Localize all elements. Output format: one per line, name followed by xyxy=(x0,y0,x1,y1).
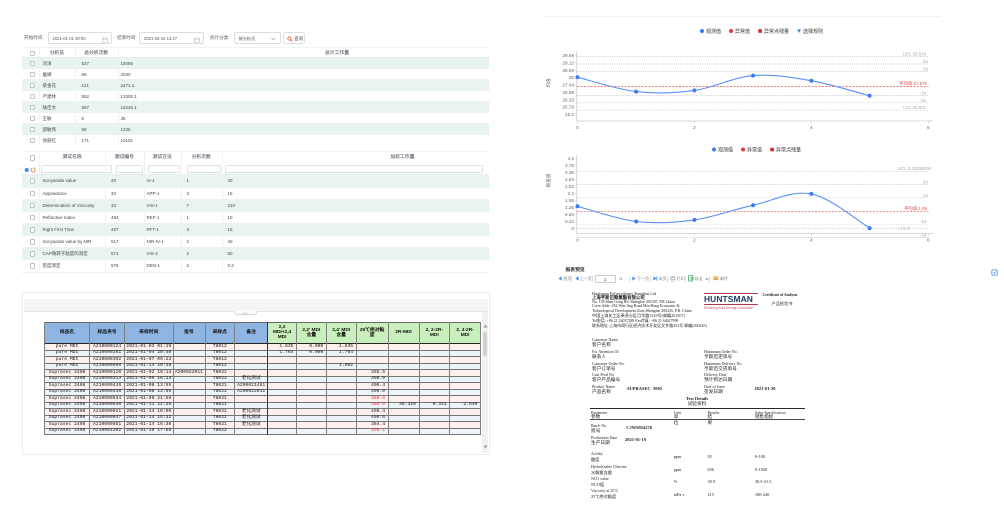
svg-text:异常点残量: 异常点残量 xyxy=(776,146,801,153)
svg-text:UCL:29.549: UCL:29.549 xyxy=(903,52,927,57)
svg-text:28.56: 28.56 xyxy=(563,68,575,73)
svg-text:-2σ: -2σ xyxy=(920,233,927,238)
svg-text:29.12: 29.12 xyxy=(563,60,575,65)
svg-text:26.32: 26.32 xyxy=(563,97,575,102)
svg-text:LCL:25.601: LCL:25.601 xyxy=(903,105,926,110)
svg-text:2.1: 2.1 xyxy=(568,191,575,196)
svg-text:3.36: 3.36 xyxy=(565,170,574,175)
svg-text:平均值:1.05: 平均值:1.05 xyxy=(904,205,927,212)
svg-text:-1σ: -1σ xyxy=(920,90,927,95)
svg-text:0.42: 0.42 xyxy=(565,219,574,224)
svg-text:2.52: 2.52 xyxy=(565,184,574,189)
svg-text:6: 6 xyxy=(927,238,930,243)
svg-text:0: 0 xyxy=(571,226,574,231)
svg-text:LCL:0: LCL:0 xyxy=(898,226,910,231)
svg-text:4: 4 xyxy=(810,125,813,130)
svg-text:观测值: 观测值 xyxy=(718,146,733,153)
svg-text:1.26: 1.26 xyxy=(565,205,574,210)
svg-text:4: 4 xyxy=(810,238,813,243)
svg-text:0: 0 xyxy=(576,238,579,243)
svg-text:观测值: 观测值 xyxy=(706,28,721,35)
svg-text:1σ: 1σ xyxy=(923,193,928,198)
svg-text:平均值:27.575: 平均值:27.575 xyxy=(899,80,927,87)
svg-text:异常点残量: 异常点残量 xyxy=(764,28,789,35)
svg-text:4.2: 4.2 xyxy=(568,156,575,161)
svg-text:29.68: 29.68 xyxy=(563,53,575,58)
svg-text:选择规则: 选择规则 xyxy=(803,28,823,35)
svg-text:异常值: 异常值 xyxy=(735,28,750,35)
svg-text:2.94: 2.94 xyxy=(565,177,574,182)
svg-text:0.84: 0.84 xyxy=(565,212,574,217)
svg-text:27.44: 27.44 xyxy=(563,83,575,88)
svg-text:2: 2 xyxy=(693,238,696,243)
svg-text:异常值: 异常值 xyxy=(747,146,762,153)
svg-text:28: 28 xyxy=(569,75,575,80)
svg-text:1σ: 1σ xyxy=(923,66,928,71)
svg-text:极差值: 极差值 xyxy=(545,173,552,187)
svg-text:-2σ: -2σ xyxy=(920,98,927,103)
svg-text:UCL:3.43035000: UCL:3.43035000 xyxy=(898,166,932,171)
svg-text:2σ: 2σ xyxy=(923,180,928,185)
svg-text:1.68: 1.68 xyxy=(565,198,574,203)
svg-text:6: 6 xyxy=(927,125,930,130)
svg-text:25.76: 25.76 xyxy=(563,105,575,110)
svg-text:0: 0 xyxy=(576,125,579,130)
svg-text:3.78: 3.78 xyxy=(565,163,574,168)
svg-text:25.2: 25.2 xyxy=(565,112,574,117)
svg-text:-1σ: -1σ xyxy=(920,219,927,224)
svg-text:26.88: 26.88 xyxy=(563,90,575,95)
svg-text:均值: 均值 xyxy=(545,78,552,88)
svg-text:2σ: 2σ xyxy=(923,59,928,64)
svg-text:2: 2 xyxy=(693,125,696,130)
